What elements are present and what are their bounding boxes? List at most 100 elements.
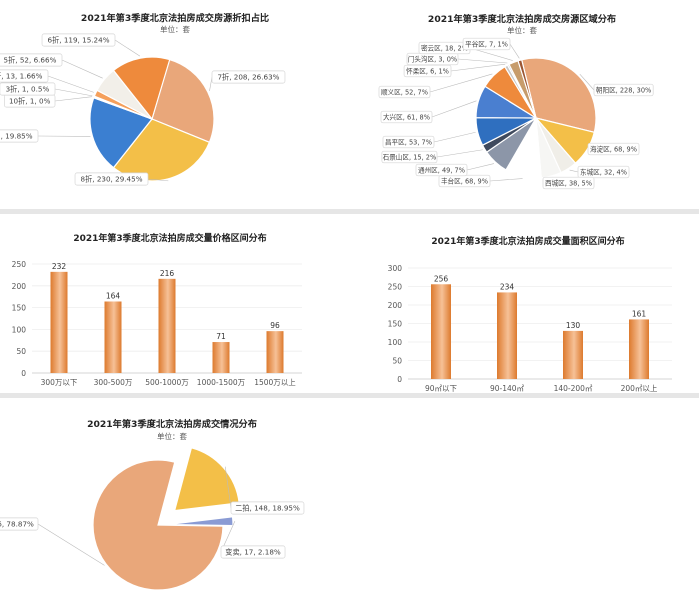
pie-slice (89, 97, 153, 169)
leader-line (47, 75, 94, 93)
area-chart-panel: 2021年第3季度北京法拍房成交量面积区间分布 300 250 200 150 100 50… (340, 214, 699, 393)
y-tick-label: 300 (388, 264, 403, 273)
chart-title: 2021年第3季度北京法拍房成交房源折扣占比 (81, 12, 269, 24)
slice-label: 4折, 13, 1.66% (0, 72, 43, 81)
y-tick-label: 50 (16, 347, 26, 356)
chart-unit-label: 单位：套 (507, 25, 537, 35)
leader-line (114, 39, 141, 57)
slice-label: 顺义区, 52, 7% (381, 88, 428, 96)
slice-label: 海淀区, 68, 9% (590, 144, 637, 153)
y-tick-label: 100 (12, 325, 27, 334)
leader-line (450, 63, 506, 72)
x-tick-label: 1000-1500万 (197, 378, 246, 387)
y-tick-label: 200 (388, 301, 403, 310)
slice-label-box (220, 545, 286, 559)
leader-line (209, 76, 213, 91)
slice-label: 东城区, 32, 4% (580, 167, 627, 176)
bar-value-label: 96 (270, 321, 280, 330)
slice-label: 丰台区, 68, 9% (441, 176, 488, 185)
slice-label: 10折, 1, 0% (9, 97, 51, 106)
bar-value-label: 234 (500, 282, 515, 291)
y-tick-label: 0 (397, 375, 402, 384)
leader-line (224, 466, 232, 509)
bar-value-label: 130 (566, 321, 581, 330)
price-bar-chart: 2021年第3季度北京法拍房成交量价格区间分布 250 200 150 100 50 0 23… (12, 232, 302, 387)
slice-label: 通州区, 49, 7% (418, 165, 465, 174)
leader-line (569, 169, 579, 173)
slice-label-box (211, 70, 286, 84)
y-tick-label: 200 (12, 282, 27, 291)
slice-label: 变卖, 17, 2.18% (225, 548, 281, 557)
slice-label: 一拍, 616, 78.87% (0, 520, 34, 529)
slice-label: 朝阳区, 228, 30% (596, 85, 651, 94)
bar (104, 301, 122, 373)
x-tick-label: 90㎡以下 (425, 384, 458, 393)
leader-line (61, 59, 103, 79)
slice-label: 石景山区, 15, 2% (383, 152, 437, 161)
slice-label: 二拍, 148, 18.95% (235, 504, 300, 513)
leader-line (466, 163, 495, 171)
slice-label: 6折, 119, 15.24% (48, 36, 110, 45)
slice-label: 怀柔区, 6, 1% (406, 66, 449, 75)
y-tick-label: 250 (388, 283, 403, 292)
district-chart-panel: 2021年第3季度北京法拍房成交房源区域分布 单位：套朝阳区, 228, 30% 海… (340, 0, 699, 209)
slice-label-box (587, 142, 640, 156)
leader-line (54, 96, 93, 102)
slice-label: 9折, 155, 19.85% (0, 132, 33, 141)
pie-slice (112, 56, 171, 121)
slice-label: 大兴区, 61, 8% (383, 112, 430, 121)
panel-divider (0, 393, 699, 398)
slice-label-box (0, 82, 56, 96)
pie-slice (151, 58, 215, 144)
x-tick-label: 140-200㎡ (554, 384, 593, 393)
bar (266, 331, 284, 373)
x-tick-label: 90-140㎡ (490, 384, 525, 393)
y-tick-label: 0 (21, 369, 26, 378)
slice-label: 西城区, 38, 5% (545, 179, 592, 187)
y-tick-label: 250 (12, 260, 27, 269)
leader-line (457, 58, 508, 64)
leader-line (433, 131, 476, 143)
chart-unit-label: 单位：套 (157, 431, 187, 441)
bar (431, 284, 451, 379)
slice-label-box (381, 150, 438, 164)
leader-line (429, 73, 493, 93)
pie-slice (92, 459, 224, 591)
leader-line (489, 178, 523, 182)
pie-slice (167, 516, 234, 527)
chart-title: 2021年第3季度北京法拍房成交情况分布 (87, 418, 257, 430)
slice-label-box (403, 64, 452, 78)
slice-label-box (230, 501, 305, 515)
leader-line (509, 43, 520, 59)
slice-label: 密云区, 18, 2% (421, 43, 468, 52)
slice-label-box (0, 69, 49, 83)
leader-line (54, 88, 93, 97)
y-tick-label: 150 (388, 320, 403, 329)
slice-label-box (577, 165, 630, 179)
bar-value-label: 71 (216, 332, 226, 341)
leader-line (431, 100, 477, 118)
chart-title: 2021年第3季度北京法拍房成交量价格区间分布 (73, 232, 266, 244)
panel-divider (0, 209, 699, 214)
y-tick-label: 100 (388, 338, 403, 347)
leader-line (37, 523, 105, 566)
chart-title: 2021年第3季度北京法拍房成交房源区域分布 (428, 13, 616, 25)
slice-label: 7折, 208, 26.63% (217, 73, 279, 82)
bar-value-label: 161 (632, 309, 647, 318)
chart-title: 2021年第3季度北京法拍房成交量面积区间分布 (431, 235, 624, 247)
pie-slice (520, 57, 597, 134)
slice-label-box (74, 172, 149, 186)
bar (497, 292, 517, 379)
discount-chart-panel: 2021年第3季度北京法拍房成交房源折扣占比 单位：套 7折, 208, 26.63… (0, 0, 340, 209)
x-tick-label: 300-500万 (94, 378, 133, 387)
slice-label-box (415, 163, 468, 177)
pie-slice (173, 447, 240, 512)
slice-label-box (542, 176, 595, 190)
y-tick-label: 150 (12, 304, 27, 313)
slice-label: 5折, 52, 6.66% (4, 56, 57, 65)
bar (158, 278, 176, 373)
